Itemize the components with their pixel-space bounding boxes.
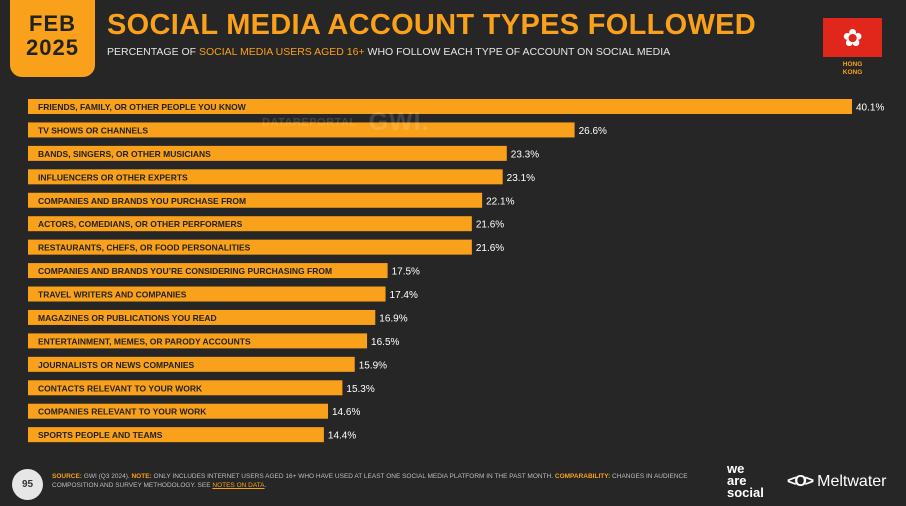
source-text: GWI (Q3 2024). (81, 473, 132, 480)
meltwater-logo: <O> Meltwater (787, 473, 887, 491)
category-label-13: CONTACTS RELEVANT TO YOUR WORK (38, 383, 203, 393)
bar-1 (28, 99, 852, 114)
page-title: SOCIAL MEDIA ACCOUNT TYPES FOLLOWED (107, 9, 757, 41)
meltwater-text: Meltwater (817, 473, 887, 490)
category-label-2: TV SHOWS OR CHANNELS (38, 125, 148, 135)
value-label-13: 15.3% (346, 384, 374, 395)
flag-label-line2: KONG (842, 69, 863, 76)
bar-4 (28, 169, 503, 185)
category-label-3: BANDS, SINGERS, OR OTHER MUSICIANS (38, 149, 211, 159)
bar-2 (28, 122, 575, 138)
value-label-5: 22.1% (486, 196, 514, 207)
category-label-12: JOURNALISTS OR NEWS COMPANIES (38, 360, 194, 370)
flag-label-line1: HONG (842, 61, 863, 68)
value-label-12: 15.9% (359, 360, 387, 371)
bar-chart: FRIENDS, FAMILY, OR OTHER PEOPLE YOU KNO… (28, 99, 884, 443)
value-label-6: 21.6% (476, 220, 504, 231)
notes-on-data-link[interactable]: NOTES ON DATA (212, 482, 265, 489)
category-label-4: INFLUENCERS OR OTHER EXPERTS (38, 172, 188, 182)
bauhinia-icon: ✿ (842, 24, 862, 52)
bar-9 (28, 286, 386, 302)
value-label-15: 14.4% (328, 431, 356, 442)
subtitle-highlight: SOCIAL MEDIA USERS AGED 16+ (198, 46, 365, 58)
was-line1: we (727, 461, 745, 476)
category-label-10: MAGAZINES OR PUBLICATIONS YOU READ (38, 313, 217, 323)
source-label: SOURCE: (52, 473, 82, 480)
category-label-1: FRIENDS, FAMILY, OR OTHER PEOPLE YOU KNO… (38, 102, 247, 112)
value-label-10: 16.9% (379, 313, 407, 324)
meltwater-icon: <O> (787, 473, 814, 490)
bar-8 (28, 263, 388, 279)
bar-6 (28, 216, 472, 232)
bar-13 (28, 380, 343, 396)
gwi-watermark: GWI. (368, 108, 430, 136)
value-label-7: 21.6% (476, 243, 504, 254)
value-label-4: 23.1% (507, 173, 535, 184)
value-label-3: 23.3% (511, 149, 539, 160)
bar-15 (28, 427, 324, 443)
category-label-15: SPORTS PEOPLE AND TEAMS (38, 430, 163, 440)
bar-3 (28, 145, 507, 161)
flag-label: HONG KONG (823, 61, 882, 77)
bar-14 (28, 403, 329, 419)
bar-12 (28, 356, 355, 372)
comparability-label: COMPARABILITY: (554, 473, 611, 480)
date-year: 2025 (26, 35, 79, 60)
we-are-social-logo: we are social (727, 461, 764, 500)
note-label: NOTE: (131, 473, 152, 480)
category-label-7: RESTAURANTS, CHEFS, OR FOOD PERSONALITIE… (38, 243, 251, 253)
category-label-6: ACTORS, COMEDIANS, OR OTHER PERFORMERS (38, 219, 243, 229)
value-label-1: 40.1% (856, 103, 884, 114)
category-label-9: TRAVEL WRITERS AND COMPANIES (38, 290, 187, 300)
bar-7 (28, 239, 472, 255)
note-text: ONLY INCLUDES INTERNET USERS AGED 16+ WH… (151, 473, 555, 480)
bar-10 (28, 309, 376, 325)
comparability-text: CHANGES IN AUDIENCE COMPOSITION AND SURV… (52, 473, 688, 489)
date-badge: FEB 2025 (10, 0, 95, 77)
was-line2: are (727, 473, 747, 488)
bar-5 (28, 192, 483, 208)
value-label-8: 17.5% (392, 267, 420, 278)
category-label-14: COMPANIES RELEVANT TO YOUR WORK (38, 407, 207, 417)
category-label-8: COMPANIES AND BRANDS YOU’RE CONSIDERING … (38, 266, 332, 276)
was-line3: social (727, 485, 764, 500)
value-label-9: 17.4% (390, 290, 418, 301)
footer-end: . (264, 482, 267, 489)
category-label-11: ENTERTAINMENT, MEMES, OR PARODY ACCOUNTS (38, 336, 251, 346)
subtitle-pre: PERCENTAGE OF (107, 46, 199, 58)
value-label-11: 16.5% (371, 337, 399, 348)
flag-graphic: ✿ (823, 18, 882, 57)
value-label-2: 26.6% (579, 126, 607, 137)
value-label-14: 14.6% (332, 407, 360, 418)
watermark: DATAREPORTAL GWI. (262, 108, 430, 137)
subtitle-post: WHO FOLLOW EACH TYPE OF ACCOUNT ON SOCIA… (364, 46, 671, 58)
footer-notes: SOURCE: GWI (Q3 2024). NOTE: ONLY INCLUD… (52, 472, 712, 490)
date-month: FEB (29, 11, 76, 36)
category-label-5: COMPANIES AND BRANDS YOU PURCHASE FROM (38, 196, 246, 206)
page-number: 95 (12, 469, 43, 500)
page-subtitle: PERCENTAGE OF SOCIAL MEDIA USERS AGED 16… (107, 46, 670, 58)
hong-kong-flag-icon: ✿ (823, 18, 882, 57)
datareportal-watermark: DATAREPORTAL (262, 116, 357, 129)
bar-11 (28, 333, 368, 349)
